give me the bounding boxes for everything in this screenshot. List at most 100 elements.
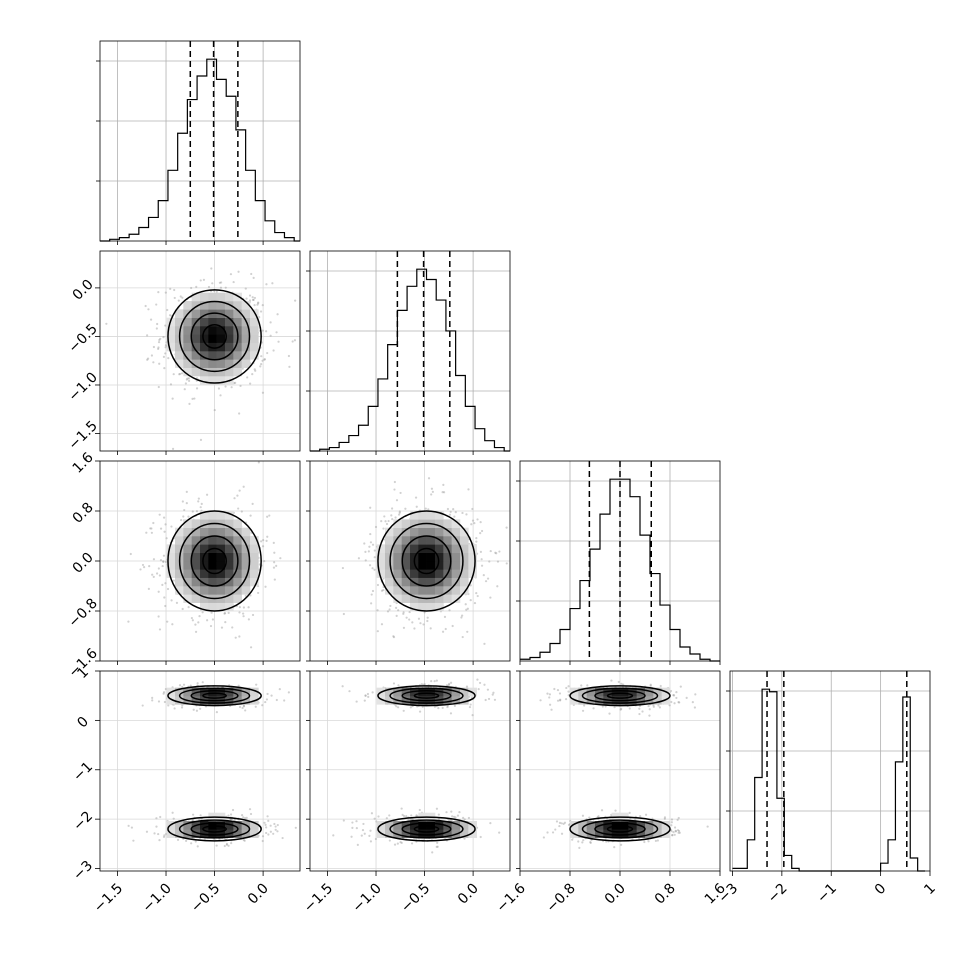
scatter-point	[475, 591, 478, 595]
scatter-point	[232, 280, 235, 284]
density-cell	[233, 342, 242, 352]
scatter-point	[195, 510, 199, 513]
scatter-point	[670, 818, 674, 821]
scatter-point	[199, 506, 202, 509]
scatter-point	[238, 412, 241, 415]
xtick-label-1-2: −0.5	[398, 881, 433, 916]
scatter-point	[171, 447, 175, 450]
scatter-point	[238, 489, 241, 492]
scatter-point	[670, 700, 673, 704]
scatter-point	[479, 550, 482, 554]
density-cell	[225, 359, 234, 368]
scatter-point	[592, 707, 595, 710]
scatter-point	[276, 830, 279, 833]
scatter-point	[176, 838, 180, 841]
scatter-point	[371, 567, 374, 570]
scatter-point	[643, 840, 646, 844]
scatter-point	[241, 367, 244, 370]
scatter-point	[369, 840, 373, 843]
scatter-point	[553, 687, 556, 691]
scatter-point	[225, 842, 229, 846]
scatter-point	[560, 832, 564, 835]
density-cell	[183, 334, 192, 343]
scatter-point	[418, 808, 421, 812]
scatter-point	[486, 577, 490, 580]
scatter-point	[465, 608, 468, 611]
scatter-point	[198, 615, 201, 618]
scatter-point	[355, 820, 358, 823]
scatter-point	[187, 606, 190, 609]
scatter-point	[494, 551, 497, 554]
scatter-point	[648, 708, 651, 711]
ytick-label-3-3: 0	[74, 714, 92, 732]
scatter-point	[628, 707, 631, 710]
scatter-point	[272, 541, 275, 544]
scatter-point	[249, 646, 253, 649]
scatter-point	[157, 290, 160, 294]
scatter-point	[392, 635, 395, 638]
density-cell	[200, 351, 209, 360]
scatter-point	[248, 294, 252, 297]
panel-frame-1	[309, 250, 511, 452]
scatter-point	[362, 822, 365, 826]
scatter-point	[383, 515, 386, 518]
scatter-point	[242, 606, 246, 609]
scatter-point	[363, 699, 366, 702]
scatter-point	[706, 825, 709, 828]
scatter-point	[173, 707, 176, 710]
scatter-point	[426, 619, 429, 623]
scatter-point	[450, 810, 453, 813]
scatter-point	[671, 834, 674, 837]
scatter-point	[580, 684, 583, 687]
scatter-point	[215, 844, 218, 847]
scatter-point	[155, 327, 158, 330]
scatter-point	[195, 387, 199, 390]
ytick-label-1-1: −1.0	[65, 369, 100, 404]
scatter-point	[441, 630, 445, 633]
scatter-point	[394, 606, 398, 610]
density-cell	[241, 334, 251, 343]
density-cell	[191, 334, 201, 343]
scatter-point	[171, 623, 174, 626]
scatter-point	[654, 839, 657, 843]
scatter-point	[215, 711, 218, 714]
scatter-point	[453, 515, 456, 518]
scatter-point	[251, 373, 254, 376]
scatter-point	[287, 354, 291, 358]
scatter-point	[670, 821, 673, 824]
scatter-point	[155, 303, 158, 306]
scatter-point	[210, 267, 213, 270]
scatter-point	[242, 615, 245, 618]
density-cell	[175, 317, 184, 327]
scatter-point	[164, 324, 167, 327]
scatter-point	[672, 831, 675, 834]
density-cell	[241, 326, 251, 335]
scatter-point	[283, 699, 286, 702]
scatter-point	[452, 815, 456, 818]
density-cell	[208, 342, 217, 352]
scatter-point	[451, 624, 454, 628]
scatter-point	[142, 566, 146, 569]
scatter-point	[164, 687, 167, 691]
scatter-point	[266, 535, 269, 538]
density-cell	[233, 309, 242, 318]
scatter-point	[261, 329, 264, 332]
scatter-point	[371, 589, 375, 593]
scatter-point	[410, 814, 413, 817]
scatter-point	[266, 351, 269, 355]
density-cell	[250, 351, 259, 360]
scatter-point	[254, 705, 257, 708]
scatter-point	[571, 838, 574, 841]
scatter-point	[399, 491, 402, 495]
scatter-point	[374, 525, 378, 529]
panel-frame-0	[99, 40, 301, 242]
scatter-point	[385, 817, 388, 820]
scatter-point	[170, 599, 173, 602]
scatter-point	[348, 690, 351, 693]
density-cell	[241, 301, 251, 310]
scatter-point	[449, 712, 453, 715]
scatter-point	[435, 807, 439, 810]
density-cell	[191, 351, 201, 360]
scatter-point	[415, 505, 418, 508]
scatter-point	[393, 480, 396, 484]
